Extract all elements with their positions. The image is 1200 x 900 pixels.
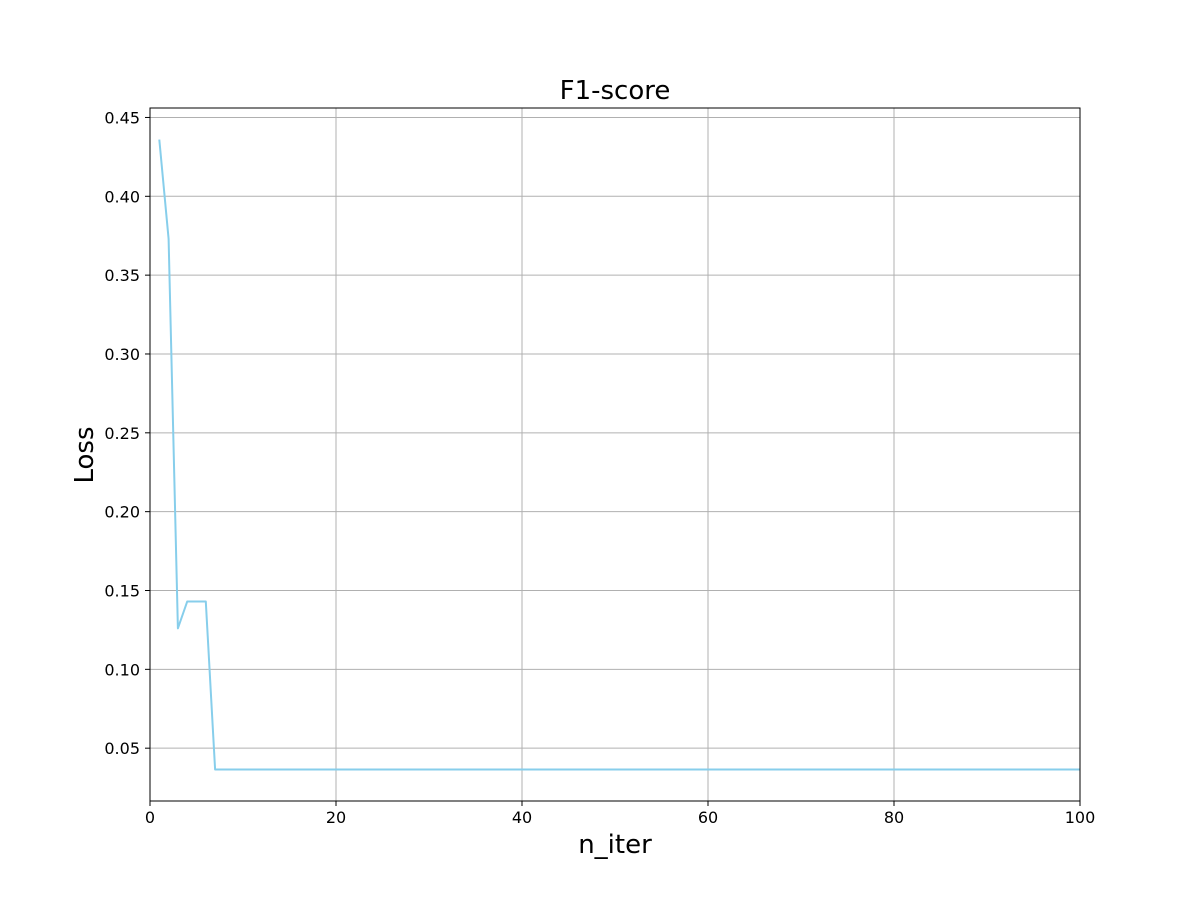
plot-frame: [149, 107, 1081, 802]
y-axis-ticks: 0.05 0.10 0.15 0.20 0.25 0.30 0.35 0.40 0.45: [104, 108, 150, 758]
y-tick-label: 0.05: [104, 739, 140, 758]
y-tick-label: 0.30: [104, 345, 140, 364]
y-tick-label: 0.15: [104, 581, 140, 600]
x-tick-label: 20: [326, 808, 346, 827]
x-tick-label: 100: [1065, 808, 1096, 827]
x-tick-label: 40: [512, 808, 532, 827]
y-tick-label: 0.35: [104, 266, 140, 285]
x-tick-label: 80: [884, 808, 904, 827]
x-axis-ticks: 0 20 40 60 80 100: [145, 801, 1095, 827]
grid-lines: [149, 108, 1081, 801]
x-axis-label: n_iter: [578, 830, 652, 860]
chart-title: F1-score: [560, 76, 671, 106]
x-tick-label: 60: [698, 808, 718, 827]
y-tick-label: 0.45: [104, 108, 140, 127]
y-axis-label: Loss: [70, 426, 100, 483]
y-tick-label: 0.20: [104, 503, 140, 522]
y-tick-label: 0.40: [104, 187, 140, 206]
series-line: [158, 139, 1080, 771]
x-tick-label: 0: [145, 808, 155, 827]
y-tick-label: 0.25: [104, 424, 140, 443]
series-layer: [158, 139, 1080, 771]
y-tick-label: 0.10: [104, 660, 140, 679]
